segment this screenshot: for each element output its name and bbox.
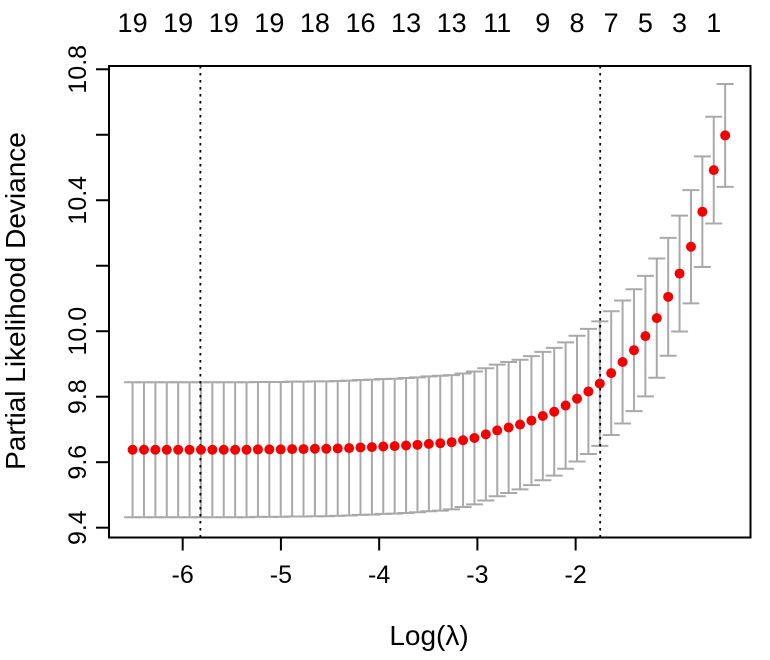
cv-point <box>218 444 229 455</box>
cv-point <box>515 419 526 430</box>
nonzero-count-label: 9 <box>535 8 550 38</box>
cv-point <box>628 345 639 356</box>
cv-point <box>287 444 298 455</box>
cv-point <box>697 206 708 217</box>
cv-point <box>435 438 446 449</box>
nonzero-count-label: 13 <box>391 8 421 38</box>
plot-marks: -6 -5 -4 -3 -29.49.69.810.010.410.819 19 19 19 1… <box>64 8 752 589</box>
nonzero-count-label: 1 <box>706 8 721 38</box>
cv-point <box>446 437 457 448</box>
x-tick-label: -2 <box>565 561 587 589</box>
cv-point <box>572 393 583 404</box>
y-tick-label: 10.4 <box>64 176 92 225</box>
cv-point <box>617 356 628 367</box>
cv-point <box>161 444 172 455</box>
nonzero-count-label: 19 <box>209 8 239 38</box>
cv-point <box>503 422 514 433</box>
cv-point <box>640 331 651 342</box>
cv-point <box>366 442 377 453</box>
cv-point <box>469 432 480 443</box>
y-tick-label: 9.6 <box>64 445 92 480</box>
nonzero-count-label: 13 <box>437 8 467 38</box>
x-tick-label: -6 <box>172 561 194 589</box>
cv-point <box>389 441 400 452</box>
cv-point <box>138 444 149 455</box>
nonzero-count-label: 7 <box>604 8 619 38</box>
cv-point <box>207 444 218 455</box>
cv-point <box>309 443 320 454</box>
cv-point <box>549 406 560 417</box>
cv-point <box>150 444 161 455</box>
cv-point <box>708 165 719 176</box>
cv-point <box>127 444 138 455</box>
cv-point <box>230 444 241 455</box>
y-tick-label: 10.8 <box>64 45 92 94</box>
cv-point <box>378 441 389 452</box>
cv-point <box>298 444 309 455</box>
cv-point <box>241 444 252 455</box>
cv-point <box>184 444 195 455</box>
cv-point <box>651 313 662 324</box>
nonzero-count-label: 5 <box>638 8 653 38</box>
cv-point <box>332 443 343 454</box>
cv-point <box>492 425 503 436</box>
x-tick-label: -5 <box>270 561 292 589</box>
cv-point <box>594 378 605 389</box>
cv-point <box>583 386 594 397</box>
cv-point <box>685 241 696 252</box>
cv-point <box>195 444 206 455</box>
cv-point <box>458 435 469 446</box>
y-tick-label: 9.8 <box>64 379 92 414</box>
cv-point <box>480 429 491 440</box>
cv-point <box>674 268 685 279</box>
cv-point <box>173 444 184 455</box>
cv-point <box>355 442 366 453</box>
y-tick-label: 9.4 <box>64 510 92 545</box>
cv-point <box>321 443 332 454</box>
cv-point <box>560 400 571 411</box>
cv-point <box>344 443 355 454</box>
cv-point <box>606 368 617 379</box>
x-axis-title: Log(λ) <box>389 620 468 651</box>
cv-point <box>720 130 731 141</box>
cv-point <box>526 415 537 426</box>
x-tick-label: -4 <box>368 561 390 589</box>
cv-point <box>264 444 275 455</box>
nonzero-count-label: 8 <box>569 8 584 38</box>
cv-point <box>412 439 423 450</box>
cv-point <box>663 291 674 302</box>
nonzero-count-label: 16 <box>345 8 375 38</box>
y-tick-label: 10.0 <box>64 307 92 356</box>
nonzero-count-label: 19 <box>163 8 193 38</box>
cv-point <box>537 411 548 422</box>
nonzero-count-label: 18 <box>300 8 330 38</box>
plot-frame <box>108 65 752 539</box>
y-axis-title: Partial Likelihood Deviance <box>0 132 31 470</box>
nonzero-count-label: 19 <box>118 8 148 38</box>
cv-point <box>423 438 434 449</box>
x-tick-label: -3 <box>466 561 488 589</box>
cv-point <box>275 444 286 455</box>
nonzero-count-label: 11 <box>483 8 511 38</box>
nonzero-count-label: 19 <box>254 8 284 38</box>
nonzero-count-label: 3 <box>672 8 687 38</box>
cv-point <box>252 444 263 455</box>
cv-point <box>401 440 412 451</box>
